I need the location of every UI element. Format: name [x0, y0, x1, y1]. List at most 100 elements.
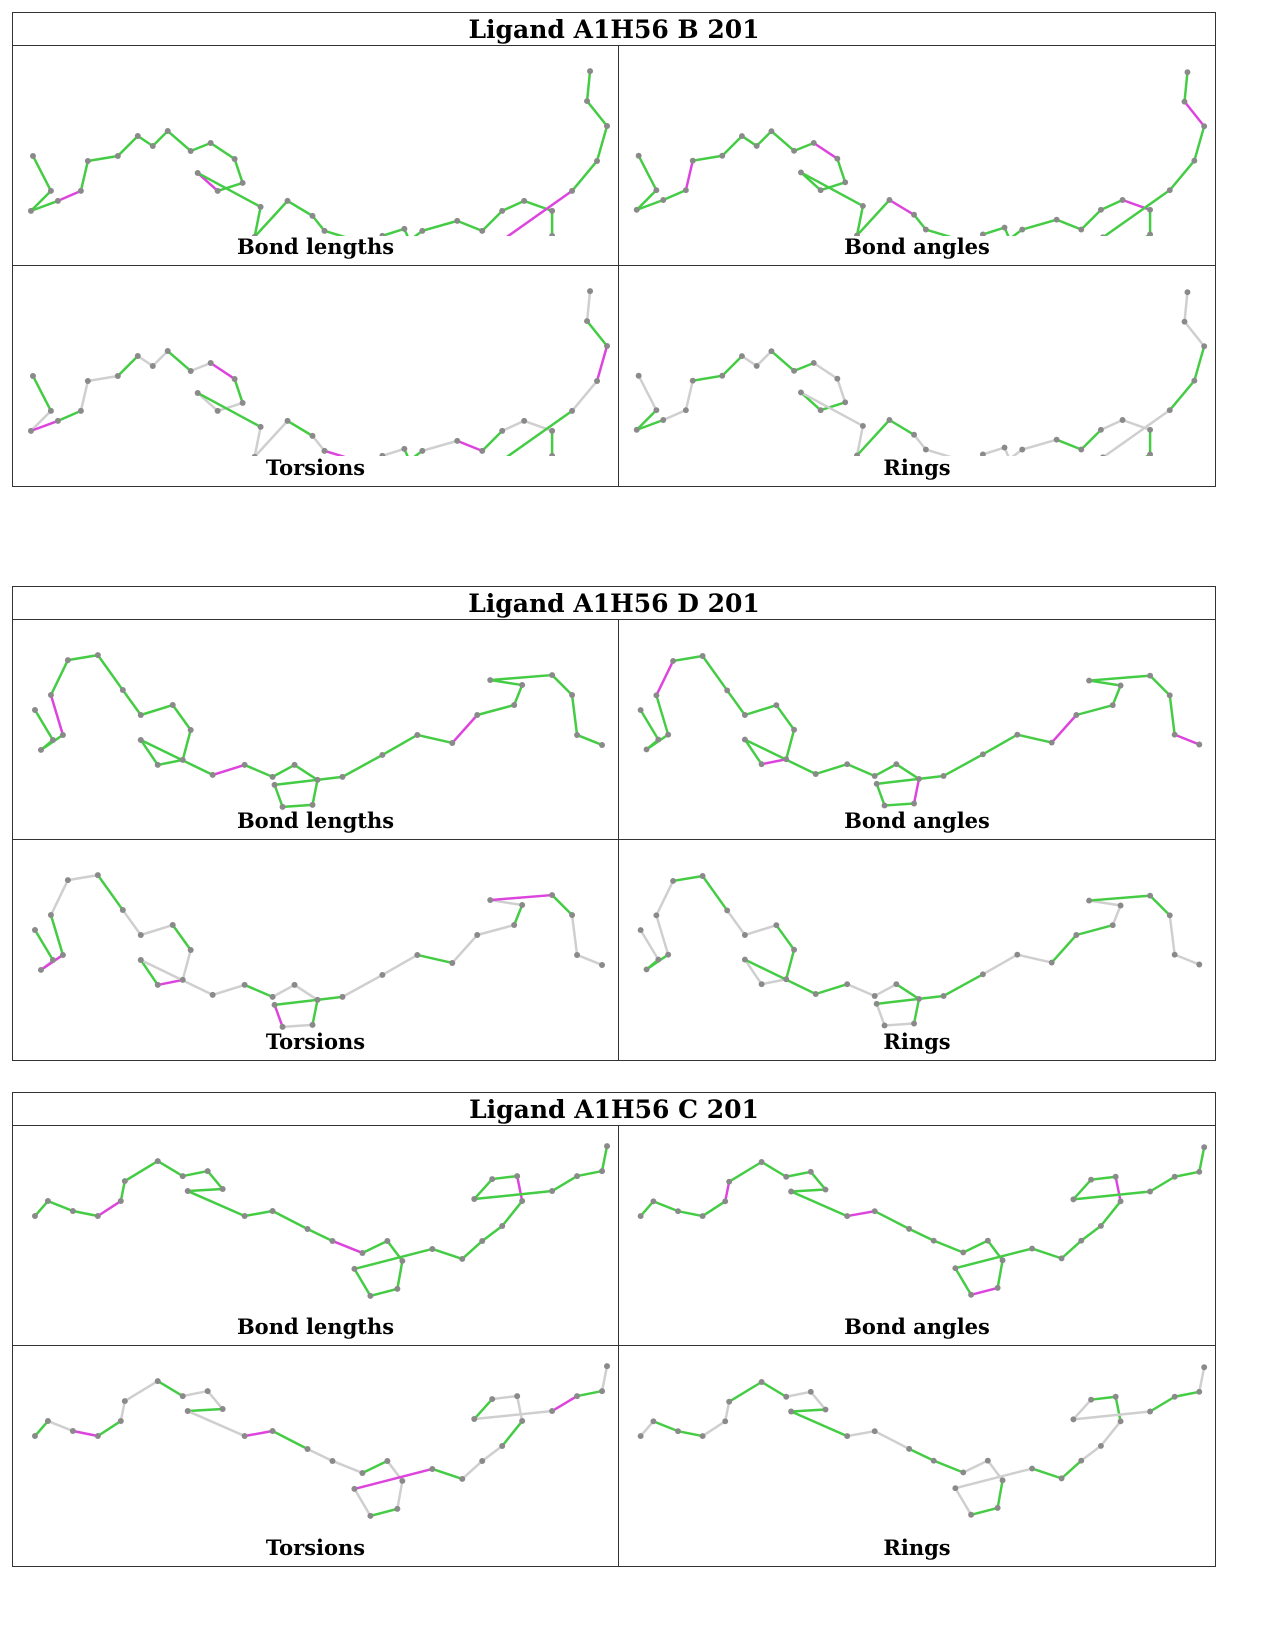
bond [1003, 446, 1010, 456]
ligand-panel-c201: Ligand A1H56 C 201 Bond lengths Bond ang… [12, 1092, 1216, 1567]
atom [304, 1445, 311, 1452]
atom [219, 1406, 226, 1413]
atom [650, 1418, 657, 1425]
atom [241, 761, 248, 768]
bond [421, 439, 459, 453]
bond [181, 728, 192, 762]
atom [187, 367, 194, 374]
atom [1109, 922, 1116, 929]
bond [472, 1397, 494, 1421]
bond [31, 374, 53, 413]
atom [241, 981, 248, 988]
bond [1089, 1395, 1117, 1401]
atom [635, 372, 642, 379]
atom [47, 407, 54, 414]
atom [154, 1158, 161, 1165]
bond [996, 1479, 1004, 1510]
atom [650, 1198, 657, 1205]
atom [599, 1388, 606, 1395]
bond [456, 219, 484, 233]
atom [304, 1225, 311, 1232]
atom [599, 741, 606, 748]
atom [1191, 377, 1198, 384]
bond [1183, 100, 1206, 128]
atom [660, 197, 667, 203]
bond [784, 728, 796, 761]
atom [599, 1168, 606, 1175]
atom [916, 995, 922, 1002]
bond [1168, 379, 1196, 412]
bond [676, 1209, 704, 1218]
atom [1073, 932, 1080, 938]
atom [758, 1379, 765, 1385]
bond [639, 928, 660, 961]
atom [241, 1213, 248, 1220]
bond [56, 189, 83, 203]
atom [722, 1198, 729, 1205]
atom [1147, 231, 1154, 236]
molecule-structure-image [27, 288, 611, 456]
atom [1014, 951, 1021, 958]
atom [812, 771, 819, 777]
atom [207, 140, 214, 146]
bond [550, 893, 574, 917]
atom [689, 157, 696, 164]
bond [789, 1410, 849, 1438]
atom [670, 657, 677, 664]
bond [1021, 218, 1058, 231]
atom [394, 1285, 401, 1292]
atom [521, 417, 528, 424]
atom [569, 912, 576, 919]
bond [123, 1379, 160, 1403]
bond [836, 157, 847, 184]
bond [809, 1170, 827, 1191]
bond [775, 923, 796, 951]
ligand-panel-d201: Ligand A1H56 D 201 Bond lengths Bond ang… [12, 586, 1216, 1061]
atom [269, 1208, 276, 1215]
bond [1102, 188, 1171, 236]
atom [1058, 1255, 1065, 1262]
atom [429, 1465, 436, 1472]
bond [1102, 408, 1171, 456]
atom [724, 687, 731, 694]
atom [741, 712, 748, 718]
atom [379, 232, 386, 236]
atom [1181, 318, 1188, 325]
panel-title: Ligand A1H56 C 201 [13, 1093, 1215, 1126]
atom [643, 746, 650, 753]
atom [960, 1249, 967, 1256]
bond [954, 1266, 973, 1296]
bond [637, 374, 658, 412]
atom [31, 1433, 38, 1440]
atom [1196, 1168, 1203, 1175]
atom [214, 187, 221, 194]
atom [859, 422, 866, 429]
bond [1099, 198, 1124, 212]
bond [873, 1209, 911, 1231]
bond [684, 379, 694, 412]
bond [421, 219, 459, 233]
atom [269, 773, 276, 780]
bond [189, 141, 212, 153]
bond [575, 733, 604, 747]
cell-caption: Torsions [265, 1535, 366, 1560]
bond [1075, 923, 1114, 937]
bond [490, 1174, 519, 1181]
molecule-structure-image [31, 872, 606, 1030]
atom [1100, 234, 1106, 236]
bond [954, 1486, 973, 1516]
bond [171, 703, 192, 732]
bond [488, 673, 554, 682]
bond [1072, 1410, 1152, 1421]
bond [912, 433, 928, 451]
bond [655, 694, 670, 736]
atom [479, 227, 486, 234]
bond [740, 134, 758, 148]
cell-caption: Rings [883, 455, 951, 480]
atom [29, 372, 36, 379]
atom [783, 756, 790, 763]
bond [186, 1187, 224, 1193]
atom [149, 362, 156, 369]
atom [514, 1173, 521, 1180]
atom [979, 231, 986, 236]
